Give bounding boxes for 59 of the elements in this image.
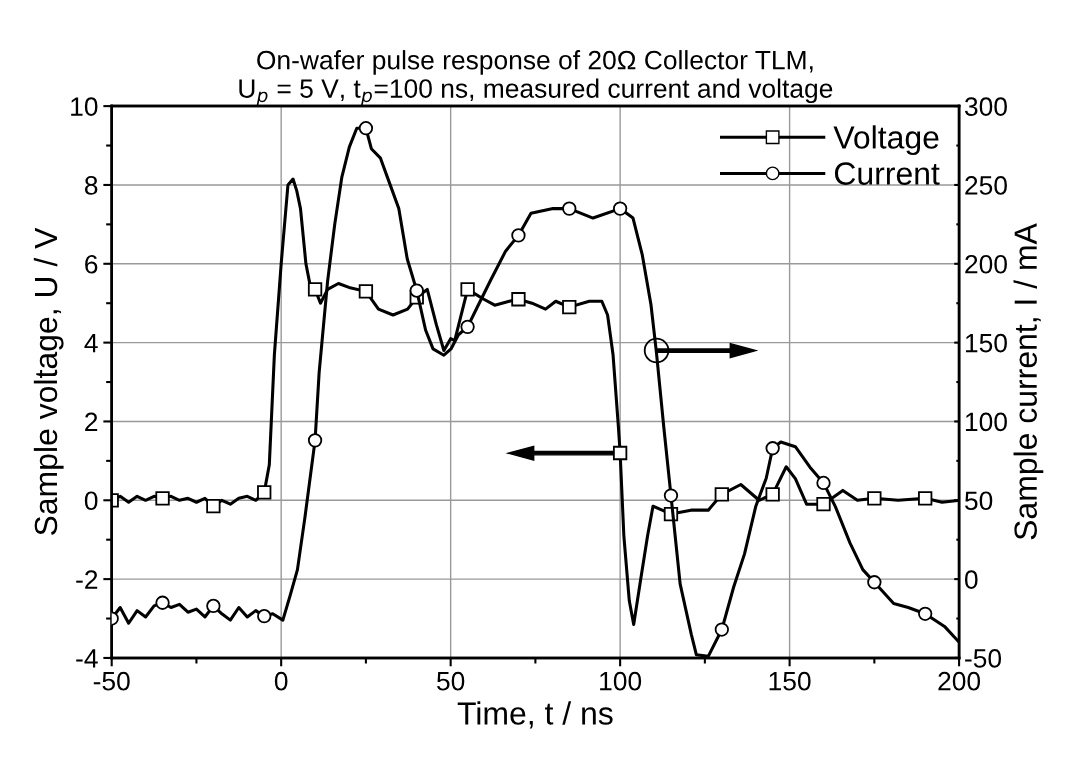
- x-tick-label: 100: [600, 671, 642, 691]
- y-tick-label: 4: [84, 334, 98, 353]
- point: [409, 283, 424, 298]
- y2-tick-label: -50: [965, 649, 1002, 668]
- point: [765, 441, 780, 456]
- point: [307, 282, 323, 297]
- y2-tick-label: 150: [965, 333, 1007, 353]
- point: [612, 445, 628, 461]
- chart-title: On-wafer pulse response of 20Ω Collector TLM, U$_{p}$ = 5 V, t$_{p}$=100 ns, measured current and voltage: [239, 50, 833, 106]
- y-tick-label: -4: [76, 649, 98, 668]
- y2-tick-label: 0: [964, 570, 978, 589]
- point: [867, 575, 882, 590]
- y2-tick-label: 250: [965, 176, 1007, 195]
- point: [714, 487, 729, 502]
- point: [511, 292, 526, 307]
- point: [257, 609, 272, 624]
- x-tick-label: 50: [437, 671, 465, 691]
- y2-tick-label: 300: [964, 97, 1007, 116]
- legend-label: Current: [834, 162, 940, 185]
- point: [765, 487, 780, 502]
- y2-tick-label: 200: [965, 254, 1007, 274]
- y-tick-label: 2: [85, 412, 98, 432]
- point: [918, 491, 933, 506]
- point: [867, 491, 882, 506]
- y-tick-label: 0: [84, 491, 98, 511]
- y-axis-title: Sample voltage, U / V: [33, 227, 64, 536]
- y-tick-label: 8: [84, 176, 98, 195]
- point: [206, 499, 221, 514]
- point: [155, 491, 170, 506]
- point: [358, 284, 374, 299]
- y2-tick-label: 50: [965, 491, 993, 511]
- point: [307, 433, 323, 448]
- point: [714, 622, 729, 637]
- point: [511, 228, 526, 243]
- point: [562, 201, 577, 216]
- point: [918, 606, 933, 621]
- x-tick-label: 150: [769, 671, 811, 691]
- y2-tick-label: 100: [965, 412, 1007, 432]
- point: [358, 121, 374, 136]
- point: [562, 299, 577, 315]
- point: [643, 337, 670, 364]
- x-tick-label: 0: [274, 671, 288, 691]
- y-tick-label: 10: [71, 97, 98, 116]
- y-tick-label: -2: [76, 570, 98, 589]
- point: [816, 475, 831, 491]
- point: [663, 488, 679, 503]
- y-tick-label: 6: [85, 254, 98, 274]
- point: [206, 598, 221, 614]
- legend-label: Voltage: [833, 125, 939, 156]
- x-axis-title: Time, t / ns: [457, 701, 613, 729]
- point: [460, 319, 475, 335]
- y2-axis-title: Sample current, I / mA: [1013, 223, 1044, 540]
- point: [155, 595, 170, 610]
- x-tick-label: -50: [93, 671, 130, 691]
- point: [257, 485, 272, 500]
- x-tick-label: 200: [938, 671, 981, 691]
- point: [612, 201, 628, 216]
- point: [460, 282, 475, 297]
- point: [816, 497, 831, 512]
